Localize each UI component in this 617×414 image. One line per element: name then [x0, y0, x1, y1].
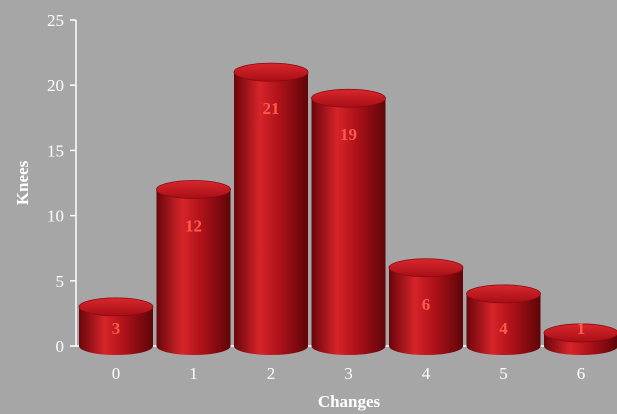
data-label: 12: [185, 217, 202, 236]
bar: [78, 297, 154, 355]
bar-top: [156, 180, 231, 199]
x-tick-label: 2: [267, 364, 276, 383]
x-ticks: 0 1 2 3 4 5 6: [112, 364, 586, 383]
data-label: 4: [499, 319, 508, 338]
bar-body: [466, 293, 541, 356]
data-label: 1: [577, 319, 586, 338]
y-axis-title: Knees: [13, 160, 32, 205]
data-label: 21: [263, 99, 280, 118]
y-tick-label: 10: [47, 207, 64, 226]
bar: [543, 323, 617, 355]
data-label: 3: [112, 319, 121, 338]
bar: [156, 180, 231, 356]
y-tick-label: 25: [47, 11, 64, 30]
bar-body: [79, 306, 153, 355]
bar: [311, 88, 386, 356]
bar-top: [466, 284, 541, 304]
x-tick-label: 1: [189, 364, 198, 383]
x-axis-title: Changes: [318, 392, 381, 411]
bar-top: [388, 258, 464, 278]
data-label: 19: [340, 125, 357, 144]
data-label: 6: [422, 295, 431, 314]
y-tick-label: 15: [47, 141, 64, 160]
x-tick-label: 6: [577, 364, 586, 383]
x-tick-label: 4: [422, 364, 431, 383]
bar-body: [389, 267, 463, 355]
x-tick-label: 0: [112, 364, 121, 383]
y-ticks: 0 5 10 15 20 25: [47, 11, 76, 356]
bar: [233, 62, 309, 355]
bar: [466, 284, 541, 356]
bar-body: [156, 189, 231, 356]
x-tick-label: 5: [499, 364, 508, 383]
y-tick-label: 20: [47, 76, 64, 95]
bar-body: [234, 72, 308, 355]
bar-top: [311, 88, 386, 108]
bar-body: [311, 98, 386, 356]
data-labels: 3 12 21 19 6 4 1: [112, 99, 586, 338]
bar: [388, 258, 464, 355]
x-tick-label: 3: [344, 364, 353, 383]
y-tick-label: 5: [56, 272, 65, 291]
bar-top: [233, 62, 309, 82]
bars: [78, 62, 617, 356]
y-tick-label: 0: [56, 337, 65, 356]
bar-top: [78, 297, 154, 317]
bar-top: [543, 323, 617, 343]
